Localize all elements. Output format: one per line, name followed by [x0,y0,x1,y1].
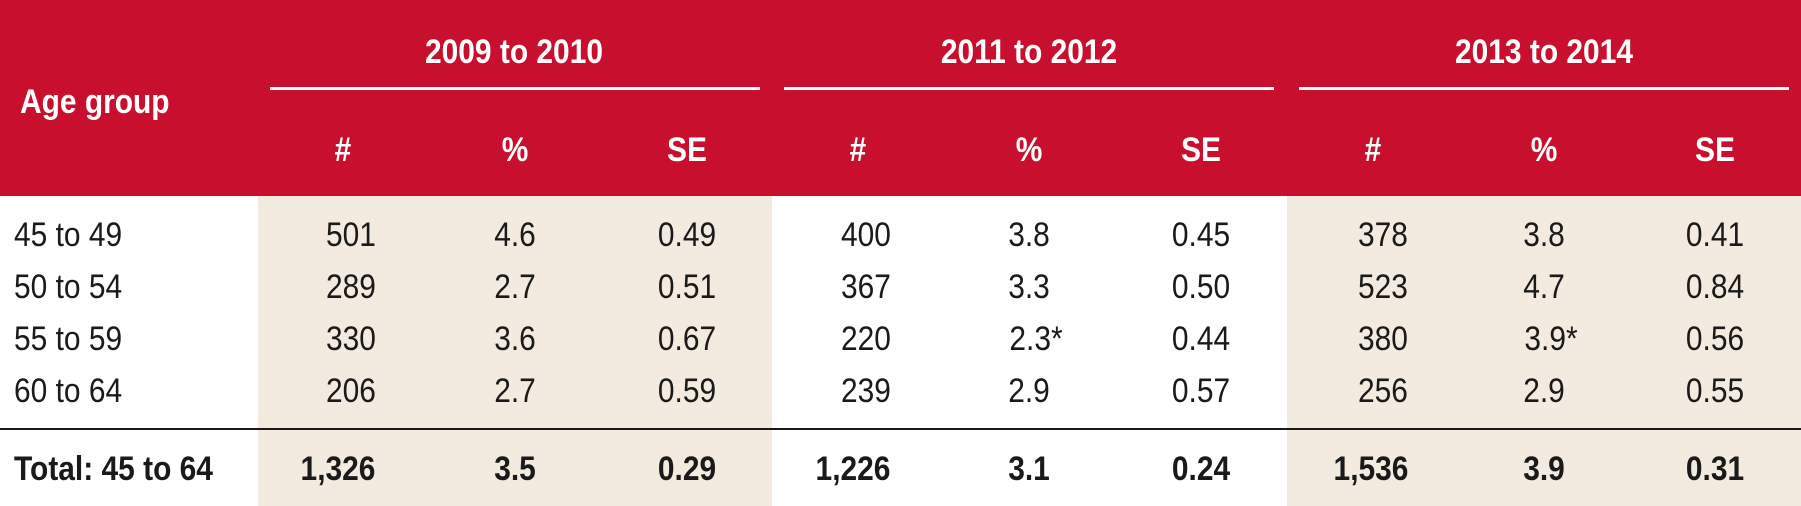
total-cell: 1,326 [300,450,376,488]
table-cell: 3.8 [1008,216,1050,254]
table-cell: 0.51 [657,268,717,306]
period-rule-2013-2014 [1299,87,1789,90]
table-cell: 0.56 [1685,320,1745,358]
table-cell: 3.8 [1523,216,1565,254]
table-cell: 220 [841,320,891,358]
period-band-2009-2010 [258,196,772,506]
col-header-se: SE [667,131,707,169]
total-cell: 0.24 [1171,450,1231,488]
table-cell: 289 [326,268,376,306]
table-cell: 367 [841,268,891,306]
total-cell: 1,536 [1333,450,1409,488]
table-cell: 0.41 [1685,216,1745,254]
row-label: 60 to 64 [14,372,123,410]
table-cell: 0.57 [1171,372,1231,410]
period-header-2011-2012: 2011 to 2012 [940,33,1118,71]
table-cell: 206 [326,372,376,410]
table-cell: 330 [326,320,376,358]
row-label: 45 to 49 [14,216,123,254]
table-cell: 4.6 [494,216,536,254]
table-cell: 239 [841,372,891,410]
table-cell: 523 [1358,268,1408,306]
table-cell: 400 [841,216,891,254]
period-rule-2009-2010 [270,87,760,90]
col-header-se: SE [1181,131,1221,169]
total-cell: 3.5 [494,450,536,488]
period-header-2013-2014: 2013 to 2014 [1454,33,1633,71]
table-cell: 378 [1358,216,1408,254]
table-cell: 0.50 [1171,268,1231,306]
table-row: 50 to 54 289 2.7 0.51 367 3.3 0.50 523 4… [0,261,1801,313]
table-cell: 3.3 [1008,268,1050,306]
table-row: 55 to 59 330 3.6 0.67 220 2.3* 0.44 380 … [0,313,1801,365]
table-cell: 2.7 [494,372,536,410]
total-cell: 3.9 [1523,450,1565,488]
table-header: Age group 2009 to 2010 2011 to 2012 2013… [0,0,1801,196]
table-cell: 0.67 [657,320,717,358]
table-cell: 0.84 [1685,268,1745,306]
period-header-2009-2010: 2009 to 2010 [424,33,603,71]
table-cell: 2.3* [1009,320,1063,358]
col-header-percent: % [1530,131,1558,169]
table-cell: 0.55 [1685,372,1745,410]
table-cell: 0.59 [657,372,717,410]
col-header-percent: % [1015,131,1043,169]
age-group-header: Age group [20,83,170,121]
col-header-count: # [1364,131,1382,169]
table-cell: 0.49 [657,216,717,254]
period-band-2013-2014 [1287,196,1801,506]
table-cell: 4.7 [1523,268,1565,306]
period-rule-2011-2012 [784,87,1274,90]
total-cell: 0.31 [1685,450,1745,488]
col-header-count: # [849,131,867,169]
total-cell: 3.1 [1008,450,1050,488]
table-cell: 2.9 [1008,372,1050,410]
col-header-se: SE [1695,131,1735,169]
table-cell: 256 [1358,372,1408,410]
table-cell: 501 [326,216,376,254]
table-cell: 380 [1358,320,1408,358]
table-cell: 2.9 [1523,372,1565,410]
total-divider [0,428,1801,430]
row-label: 50 to 54 [14,268,123,306]
table-row: 60 to 64 206 2.7 0.59 239 2.9 0.57 256 2… [0,365,1801,417]
table-row: 45 to 49 501 4.6 0.49 400 3.8 0.45 378 3… [0,209,1801,261]
table-cell: 2.7 [494,268,536,306]
total-cell: 1,226 [815,450,891,488]
table-cell: 3.6 [494,320,536,358]
total-label: Total: 45 to 64 [14,450,213,488]
total-row: Total: 45 to 64 1,326 3.5 0.29 1,226 3.1… [0,443,1801,495]
row-label: 55 to 59 [14,320,123,358]
col-header-count: # [334,131,352,169]
table-cell: 3.9* [1524,320,1578,358]
table-cell: 0.44 [1171,320,1231,358]
table-cell: 0.45 [1171,216,1231,254]
col-header-percent: % [501,131,529,169]
total-cell: 0.29 [657,450,717,488]
